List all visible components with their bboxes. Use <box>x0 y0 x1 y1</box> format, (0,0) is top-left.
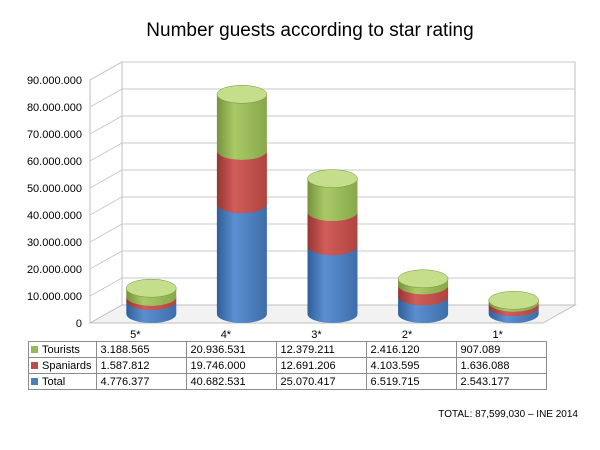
y-tick-label: 50.000.000 <box>27 183 82 195</box>
bar-top-tourists <box>307 169 358 188</box>
legend-entry: Spaniards <box>28 357 97 374</box>
y-tick-label: 60.000.000 <box>27 156 82 168</box>
gridline <box>89 196 575 216</box>
y-tick-label: 90.000.000 <box>27 75 82 87</box>
gridline <box>89 142 575 162</box>
total-note: TOTAL: 87,599,030 – INE 2014 <box>438 409 578 420</box>
data-label: 20.936.531 <box>185 341 277 358</box>
table-row: Spaniards 1.587.812 19.746.000 12.691.206 4.… <box>28 357 547 374</box>
x-tick-label: 3* <box>311 329 322 341</box>
y-tick-label: 80.000.000 <box>27 102 82 114</box>
data-label: 6.519.715 <box>365 373 457 390</box>
gridline <box>89 223 575 243</box>
x-tick-label: 5* <box>130 329 141 341</box>
gridline <box>89 61 575 81</box>
bar-segment-total <box>307 246 358 323</box>
bar-segment-spaniards <box>307 212 358 256</box>
data-label: 2.416.120 <box>365 341 457 358</box>
data-label: 40.682.531 <box>185 373 277 390</box>
table-row: Total 4.776.377 40.682.531 25.070.417 6.519.… <box>28 373 547 390</box>
bar-top-tourists <box>397 269 449 289</box>
legend-entry: Tourists <box>28 341 97 358</box>
bar-segment-tourists <box>216 94 267 160</box>
legend-swatch <box>31 345 38 353</box>
gridline <box>89 115 575 135</box>
chart-title: Number guests according to star rating <box>146 20 474 41</box>
data-label: 19.746.000 <box>185 357 277 374</box>
gridline <box>89 88 575 108</box>
legend-swatch <box>31 361 38 369</box>
gridline <box>89 169 575 189</box>
bar-segment-spaniards <box>216 150 267 214</box>
data-label: 1.636.088 <box>455 357 547 374</box>
y-tick-label: 20.000.000 <box>27 264 82 276</box>
y-tick-label: 40.000.000 <box>27 210 82 222</box>
data-label: 12.379.211 <box>275 341 367 358</box>
data-label: 4.776.377 <box>95 373 187 390</box>
legend-entry: Total <box>28 373 97 390</box>
bar-segment-tourists <box>307 178 358 222</box>
data-label: 12.691.206 <box>275 357 367 374</box>
x-tick-label: 4* <box>221 329 232 341</box>
data-label: 25.070.417 <box>275 373 367 390</box>
data-label: 907.089 <box>455 341 547 358</box>
x-tick-label: 1* <box>492 329 503 341</box>
legend-swatch <box>31 377 38 385</box>
bar-top-tourists <box>216 85 268 104</box>
data-label: 1.587.812 <box>95 357 187 374</box>
data-table: 5*4*3*2*1*Tourists3.188.56520.936.53112.… <box>28 341 547 390</box>
y-tick-label: 30.000.000 <box>27 237 82 249</box>
table-row: Tourists 3.188.565 20.936.531 12.379.211 2.4… <box>28 341 547 358</box>
bar-top-tourists <box>126 278 177 298</box>
data-label: 4.103.595 <box>365 357 457 374</box>
x-tick-label: 2* <box>402 329 413 341</box>
data-label: 2.543.177 <box>455 373 547 390</box>
side-wall <box>89 61 123 324</box>
bar-segment-total <box>216 204 267 323</box>
bar-top-tourists <box>488 291 539 310</box>
y-tick-label: 10.000.000 <box>27 291 82 303</box>
gridline <box>89 250 575 270</box>
y-tick-label: 70.000.000 <box>27 129 82 141</box>
data-label: 3.188.565 <box>95 341 187 358</box>
y-tick-label: 0 <box>76 318 82 330</box>
